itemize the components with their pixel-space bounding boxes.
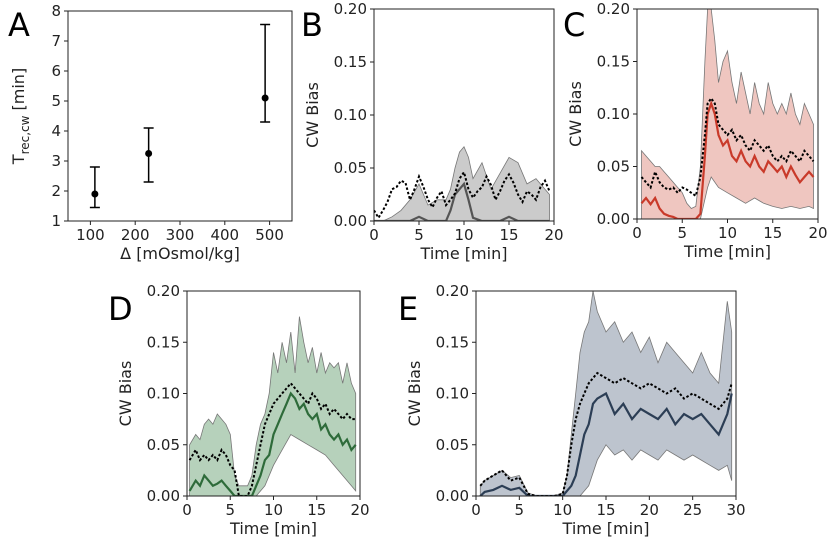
panel-e: E 0 5 10 15 20 25 30 0.00 0.05 0.10 0.15 0.20 Time [m… bbox=[398, 282, 746, 537]
x-tick-label: 10 bbox=[454, 226, 473, 244]
x-tick-label: 300 bbox=[166, 226, 195, 244]
x-tick-label: 0 bbox=[471, 501, 481, 519]
y-label-unit: [min] bbox=[9, 68, 28, 116]
x-tick-label: 15 bbox=[763, 224, 782, 242]
x-tick-label: 25 bbox=[683, 501, 702, 519]
x-tick-label: 20 bbox=[808, 224, 827, 242]
y-axis-label: CW Bias bbox=[116, 361, 135, 427]
data-point bbox=[91, 190, 99, 198]
y-tick-label: 0.10 bbox=[334, 106, 367, 124]
y-axis-label: Trec,cw [min] bbox=[9, 68, 32, 165]
x-tick-label: 100 bbox=[76, 226, 105, 244]
y-tick-label: 6 bbox=[51, 62, 61, 80]
mean-line bbox=[479, 391, 733, 496]
panel-a: A 100 200 300 400 500 1 2 3 4 5 6 7 8 Δ [mOsmol/kg] Tre… bbox=[8, 2, 293, 263]
x-tick-label: 10 bbox=[264, 501, 283, 519]
mean-line bbox=[374, 181, 550, 221]
panel-label: D bbox=[108, 290, 133, 328]
y-tick-label: 0.15 bbox=[147, 333, 180, 351]
y-tick-label: 7 bbox=[51, 32, 61, 50]
x-tick-label: 20 bbox=[640, 501, 659, 519]
x-tick-label: 15 bbox=[307, 501, 326, 519]
y-label-main: T bbox=[9, 154, 28, 165]
x-tick-label: 0 bbox=[632, 224, 642, 242]
y-tick-label: 0.15 bbox=[436, 333, 469, 351]
y-tick-label: 0.20 bbox=[597, 0, 630, 18]
y-tick-label: 0.00 bbox=[147, 487, 180, 505]
plot-area bbox=[374, 146, 551, 221]
x-axis-label: Δ [mOsmol/kg] bbox=[120, 244, 240, 263]
reference-dotted-line bbox=[479, 371, 733, 496]
panel-label: B bbox=[301, 6, 323, 44]
y-axis-label: CW Bias bbox=[303, 82, 322, 148]
y-tick-label: 3 bbox=[51, 152, 61, 170]
x-tick-label: 15 bbox=[499, 226, 518, 244]
panel-label: C bbox=[563, 6, 585, 44]
x-tick-label: 0 bbox=[369, 226, 379, 244]
y-tick-label: 0.15 bbox=[334, 53, 367, 71]
y-tick-label: 0.10 bbox=[597, 105, 630, 123]
y-tick-label: 0.00 bbox=[334, 212, 367, 230]
confidence-band bbox=[374, 146, 550, 221]
x-tick-label: 400 bbox=[210, 226, 239, 244]
y-label-subscript: rec,cw bbox=[18, 115, 32, 154]
data-point bbox=[261, 94, 269, 102]
y-tick-label: 2 bbox=[51, 182, 61, 200]
y-tick-label: 0.05 bbox=[436, 436, 469, 454]
y-axis-label: CW Bias bbox=[566, 81, 585, 147]
reference-dotted-line bbox=[374, 169, 551, 220]
y-tick-label: 0.05 bbox=[597, 158, 630, 176]
x-tick-label: 15 bbox=[596, 501, 615, 519]
x-tick-label: 5 bbox=[677, 224, 687, 242]
x-axis-label: Time [min] bbox=[683, 242, 771, 261]
plot-area bbox=[640, 9, 815, 219]
axes-frame bbox=[67, 10, 293, 222]
plot-area bbox=[188, 316, 357, 496]
y-tick-label: 0.00 bbox=[436, 487, 469, 505]
confidence-band bbox=[641, 9, 814, 219]
x-tick-label: 500 bbox=[255, 226, 284, 244]
panel-b: B 0 5 10 15 20 0.00 0.05 0.10 0.15 0.20 Time [min] C… bbox=[301, 0, 564, 263]
x-tick-label: 5 bbox=[414, 226, 424, 244]
y-tick-label: 0.00 bbox=[597, 210, 630, 228]
mean-line bbox=[640, 100, 815, 219]
y-axis-label: CW Bias bbox=[405, 361, 424, 427]
x-tick-label: 20 bbox=[350, 501, 369, 519]
x-tick-label: 5 bbox=[515, 501, 525, 519]
panel-label: E bbox=[398, 290, 418, 328]
mean-line bbox=[188, 391, 357, 496]
y-tick-label: 0.15 bbox=[597, 53, 630, 71]
y-tick-label: 0.20 bbox=[436, 282, 469, 300]
y-tick-label: 0.20 bbox=[334, 0, 367, 18]
x-axis-label: Time [min] bbox=[420, 244, 508, 263]
x-tick-label: 0 bbox=[182, 501, 192, 519]
x-tick-label: 10 bbox=[718, 224, 737, 242]
y-tick-label: 0.10 bbox=[147, 385, 180, 403]
plot-area bbox=[479, 291, 733, 496]
x-tick-label: 200 bbox=[121, 226, 150, 244]
y-tick-label: 5 bbox=[51, 92, 61, 110]
data-point bbox=[145, 150, 153, 157]
reference-dotted-line bbox=[640, 96, 815, 198]
y-tick-label: 0.20 bbox=[147, 282, 180, 300]
y-tick-label: 1 bbox=[51, 212, 61, 230]
reference-dotted-line bbox=[188, 381, 356, 496]
x-tick-label: 5 bbox=[225, 501, 235, 519]
y-tick-label: 8 bbox=[51, 2, 61, 20]
y-tick-label: 0.10 bbox=[436, 385, 469, 403]
x-tick-label: 30 bbox=[726, 501, 745, 519]
panel-d: D 0 5 10 15 20 0.00 0.05 0.10 0.15 0.20 Time [min] C… bbox=[108, 282, 370, 537]
x-tick-label: 20 bbox=[544, 226, 563, 244]
x-tick-label: 10 bbox=[553, 501, 572, 519]
x-axis-label: Time [min] bbox=[562, 519, 650, 537]
panel-c: C 0 5 10 15 20 0.00 0.05 0.10 0.15 0.20 Time [min] C… bbox=[563, 0, 828, 261]
y-tick-label: 4 bbox=[51, 122, 61, 140]
y-tick-label: 0.05 bbox=[147, 436, 180, 454]
panel-label: A bbox=[8, 6, 30, 44]
x-axis-label: Time [min] bbox=[229, 519, 317, 537]
y-tick-label: 0.05 bbox=[334, 159, 367, 177]
